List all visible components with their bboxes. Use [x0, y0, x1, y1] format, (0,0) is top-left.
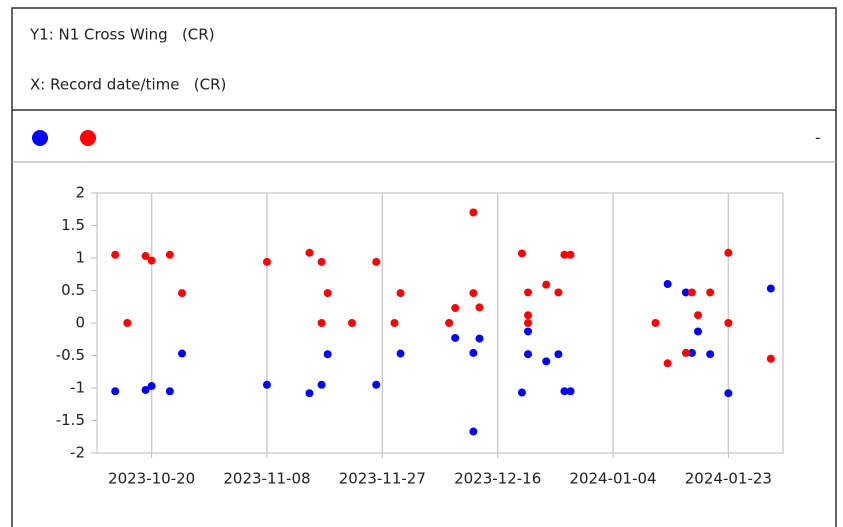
- point: [123, 319, 132, 327]
- point: [542, 357, 551, 366]
- point: [524, 350, 533, 359]
- point: [372, 257, 381, 266]
- panel-frame: [11, 7, 837, 527]
- point: [262, 380, 271, 389]
- point: [347, 319, 356, 327]
- point: [469, 208, 478, 217]
- point: [317, 319, 326, 327]
- point: [724, 248, 733, 257]
- point: [177, 289, 186, 298]
- point: [177, 349, 186, 358]
- point: [554, 350, 563, 359]
- legend-collapse[interactable]: -: [815, 129, 820, 147]
- x-tick-label: 2024-01-04: [569, 470, 656, 488]
- point: [706, 288, 715, 297]
- x-tick-label: 2023-11-08: [223, 470, 310, 488]
- legend-marker: [32, 130, 48, 146]
- point: [687, 348, 696, 357]
- x-tick-label: 2023-10-20: [108, 470, 195, 488]
- point: [663, 359, 672, 368]
- point: [566, 250, 575, 259]
- point: [372, 380, 381, 389]
- point: [147, 382, 156, 391]
- point: [524, 311, 533, 320]
- point: [323, 289, 332, 298]
- point: [542, 280, 551, 289]
- point: [262, 257, 271, 266]
- legend-marker: [80, 130, 96, 146]
- plot-frame: [96, 192, 784, 454]
- point: [317, 380, 326, 389]
- point: [165, 387, 174, 396]
- point: [681, 288, 690, 297]
- point: [566, 387, 575, 396]
- point: [165, 250, 174, 259]
- point: [451, 304, 460, 313]
- x-tick-label: 2024-01-23: [685, 470, 772, 488]
- y-tick-label: -1.5: [56, 411, 85, 429]
- point: [317, 257, 326, 266]
- point: [396, 349, 405, 358]
- point: [451, 333, 460, 342]
- point: [724, 319, 733, 327]
- point: [694, 311, 703, 320]
- point: [687, 288, 696, 297]
- y-tick-label: -2: [70, 444, 85, 462]
- point: [475, 303, 484, 312]
- point: [475, 334, 484, 343]
- point: [524, 288, 533, 297]
- x-tick-label: 2023-11-27: [339, 470, 426, 488]
- point: [517, 388, 526, 397]
- point: [766, 354, 775, 363]
- x-axis-field: X: Record date/time (CR): [30, 76, 226, 94]
- point: [469, 427, 478, 436]
- y-tick-label: 1: [75, 249, 85, 267]
- point: [141, 385, 150, 394]
- point: [663, 280, 672, 288]
- x-tick-label: 2023-12-16: [454, 470, 541, 488]
- point: [323, 350, 332, 359]
- point: [694, 327, 703, 336]
- point: [560, 250, 569, 259]
- point: [766, 284, 775, 293]
- y-tick-label: 0: [75, 314, 85, 332]
- point: [560, 387, 569, 396]
- y-tick-label: 1.5: [61, 216, 85, 234]
- y-axis-field: Y1: N1 Cross Wing (CR): [29, 26, 215, 44]
- point: [524, 327, 533, 336]
- point: [147, 256, 156, 265]
- y-tick-label: -0.5: [56, 346, 85, 364]
- point: [390, 319, 399, 327]
- point: [469, 289, 478, 298]
- point: [305, 248, 314, 257]
- point: [111, 250, 120, 259]
- point: [554, 288, 563, 297]
- point: [445, 319, 454, 327]
- point: [517, 249, 526, 258]
- point: [524, 319, 533, 327]
- y-tick-label: -1: [70, 379, 85, 397]
- point: [681, 348, 690, 357]
- point: [469, 348, 478, 357]
- y-tick-label: 0.5: [61, 281, 85, 299]
- point: [111, 387, 120, 396]
- point: [305, 389, 314, 398]
- y-tick-label: 2: [75, 184, 85, 202]
- point: [724, 389, 733, 398]
- point: [396, 289, 405, 298]
- point: [651, 319, 660, 327]
- point: [706, 350, 715, 359]
- point: [141, 252, 150, 261]
